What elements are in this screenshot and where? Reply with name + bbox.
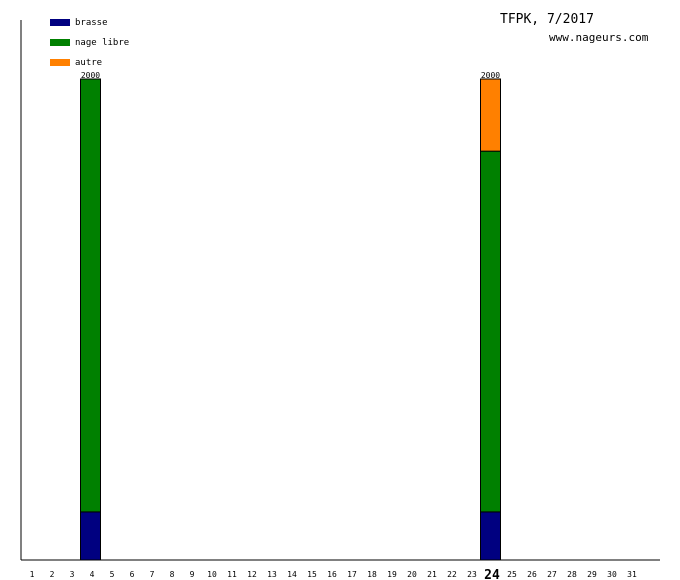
x-tick-label-19: 19 xyxy=(387,570,397,579)
bar-segment-day-24-brasse xyxy=(480,511,501,561)
total-label-day-4: 2000 xyxy=(81,71,100,80)
x-tick-label-28: 28 xyxy=(567,570,577,579)
x-tick-label-25: 25 xyxy=(507,570,517,579)
bar-segment-day-4-brasse xyxy=(80,511,101,561)
x-tick-label-29: 29 xyxy=(587,570,597,579)
x-tick-label-7: 7 xyxy=(150,570,155,579)
legend-label-1: nage libre xyxy=(75,38,129,48)
x-tick-label-26: 26 xyxy=(527,570,537,579)
x-tick-label-27: 27 xyxy=(547,570,557,579)
x-tick-label-9: 9 xyxy=(190,570,195,579)
x-tick-label-10: 10 xyxy=(207,570,217,579)
bar-segment-day-24-nage-libre xyxy=(480,150,501,513)
x-tick-label-30: 30 xyxy=(607,570,617,579)
legend-label-2: autre xyxy=(75,58,102,68)
x-tick-label-18: 18 xyxy=(367,570,377,579)
bar-segment-day-24-autre xyxy=(480,78,501,152)
legend: brasse nage libre autre xyxy=(50,18,129,68)
x-tick-label-15: 15 xyxy=(307,570,317,579)
total-label-day-24: 2000 xyxy=(481,71,500,80)
legend-swatch-1 xyxy=(50,39,70,46)
x-tick-labels: 1 2 3 4 5 6 7 8 9 10 11 12 13 14 15 16 17 18 19 20 21 22 23 24 2… xyxy=(30,568,637,580)
x-tick-label-6: 6 xyxy=(130,570,135,579)
legend-swatch-2 xyxy=(50,59,70,66)
x-tick-label-22: 22 xyxy=(447,570,457,579)
x-tick-label-24: 24 xyxy=(484,568,500,580)
x-tick-label-16: 16 xyxy=(327,570,337,579)
x-tick-label-31: 31 xyxy=(627,570,637,579)
total-labels: 2000 2000 xyxy=(81,71,500,80)
x-tick-label-11: 11 xyxy=(227,570,237,579)
x-tick-label-5: 5 xyxy=(110,570,115,579)
x-tick-label-1: 1 xyxy=(30,570,35,579)
x-tick-label-3: 3 xyxy=(70,570,75,579)
legend-swatch-0 xyxy=(50,19,70,26)
x-tick-label-2: 2 xyxy=(50,570,55,579)
x-tick-label-23: 23 xyxy=(467,570,477,579)
x-tick-label-17: 17 xyxy=(347,570,357,579)
x-tick-label-20: 20 xyxy=(407,570,417,579)
x-tick-label-13: 13 xyxy=(267,570,277,579)
x-tick-label-12: 12 xyxy=(247,570,257,579)
x-tick-label-14: 14 xyxy=(287,570,297,579)
bars xyxy=(80,78,501,561)
x-tick-label-8: 8 xyxy=(170,570,175,579)
x-tick-label-21: 21 xyxy=(427,570,437,579)
chart-title: TFPK, 7/2017 xyxy=(500,12,594,27)
x-tick-label-4: 4 xyxy=(90,570,95,579)
site-label: www.nageurs.com xyxy=(549,31,649,44)
bar-segment-day-4-nage-libre xyxy=(80,78,101,513)
legend-label-0: brasse xyxy=(75,18,108,28)
